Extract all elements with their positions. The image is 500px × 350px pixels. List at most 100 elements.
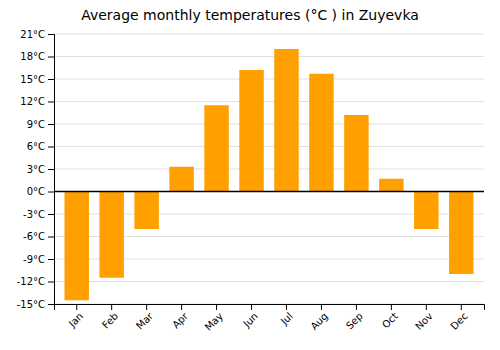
x-tick-mark [251,304,252,310]
y-tick: -9°C [23,254,54,265]
y-tick-label: -15°C [17,299,45,310]
y-tick-mark [48,259,54,260]
bar [379,179,403,192]
x-tick-mark [111,304,112,310]
y-axis: -15°C -12°C -9°C -6°C -3°C 0°C 3°C 6°C 9°C 12°C 15… [17,29,55,310]
bar [64,192,88,301]
grid [54,34,484,304]
x-tick: Jun [240,304,260,330]
bar [309,74,333,192]
bar [169,167,193,192]
bar [239,70,263,192]
x-tick: Jan [66,304,85,330]
x-tick: May [203,304,225,333]
x-tick-mark [321,304,322,310]
x-tick: Jul [278,304,295,327]
bar [274,49,298,192]
y-tick-mark [48,237,54,238]
y-tick: 15°C [20,74,54,85]
grid-line [54,169,484,170]
y-tick-mark [48,304,54,305]
x-tick-label: Jan [66,310,85,329]
grid-line [54,124,484,125]
y-tick-mark [48,79,54,80]
y-tick-mark [48,169,54,170]
y-tick-mark [48,124,54,125]
grid-line [54,34,484,35]
x-tick-label: Aug [308,310,330,332]
y-tick-label: 12°C [20,96,45,107]
y-tick-label: 3°C [27,164,45,175]
y-tick-mark [48,192,54,193]
bar [344,115,368,192]
y-tick-mark [48,34,54,35]
x-tick-mark [76,304,77,310]
chart: Average monthly temperatures (°C ) in Zu… [0,0,500,350]
grid-line [54,146,484,147]
grid-line [54,79,484,80]
bar [204,105,228,191]
x-axis: Jan Feb Mar Apr May Jun Jul Aug Sep Oct Nov Dec [55,304,485,333]
y-tick: 9°C [27,119,54,130]
x-tick-mark [146,304,147,310]
x-tick: Mar [134,304,156,331]
grid-line [54,281,484,282]
x-tick-label: Nov [413,310,435,332]
grid-line [54,56,484,57]
x-tick: Aug [308,304,330,332]
x-tick-label: May [203,310,225,332]
y-tick-label: -3°C [23,209,45,220]
y-tick: -15°C [17,299,54,310]
x-tick: Oct [380,304,400,330]
y-tick: 21°C [20,29,54,40]
grid-line [54,191,484,192]
x-tick-label: Dec [448,310,469,331]
x-tick: Apr [170,304,191,330]
y-tick: 18°C [20,51,54,62]
y-tick: -6°C [23,231,54,242]
x-tick-label: Oct [380,310,400,330]
y-tick: 12°C [20,96,54,107]
y-tick-label: 6°C [27,141,45,152]
y-tick-mark [48,102,54,103]
x-tick-mark [356,304,357,310]
x-tick-mark [426,304,427,310]
bar [449,192,473,275]
y-tick: -3°C [23,209,54,220]
x-tick: Feb [100,304,120,331]
x-tick-mark [391,304,392,310]
grid-line [54,101,484,102]
x-tick-label: Mar [134,310,156,332]
y-tick-label: 0°C [27,186,45,197]
x-tick-mark [461,304,462,310]
x-tick-label: Jun [240,310,260,330]
y-tick-label: -9°C [23,254,45,265]
y-tick: 0°C [27,186,54,197]
y-tick: -12°C [17,276,54,287]
y-tick: 3°C [27,164,54,175]
x-tick-mark [181,304,182,310]
y-tick: 6°C [27,141,54,152]
x-tick: Dec [448,304,469,332]
x-tick-label: Apr [170,310,191,331]
x-tick-mark [216,304,217,310]
y-tick-label: 15°C [20,74,45,85]
plot: -15°C -12°C -9°C -6°C -3°C 0°C 3°C 6°C 9°C 12°C 15… [17,29,485,333]
y-tick-label: 18°C [20,51,45,62]
y-tick-mark [48,282,54,283]
y-axis-line [48,35,55,305]
x-tick-mark [286,304,287,310]
bars [64,49,473,300]
y-tick-label: -12°C [17,276,45,287]
y-tick-label: 9°C [27,119,45,130]
y-tick-mark [48,147,54,148]
title: Average monthly temperatures (°C ) in Zu… [81,7,419,23]
x-tick-label: Sep [344,310,365,331]
x-tick-label: Feb [100,310,120,330]
x-tick: Nov [413,304,435,332]
y-tick-mark [48,57,54,58]
y-tick-label: 21°C [20,29,45,40]
x-axis-line [55,305,485,311]
y-tick-label: -6°C [23,231,45,242]
bar [99,192,123,278]
